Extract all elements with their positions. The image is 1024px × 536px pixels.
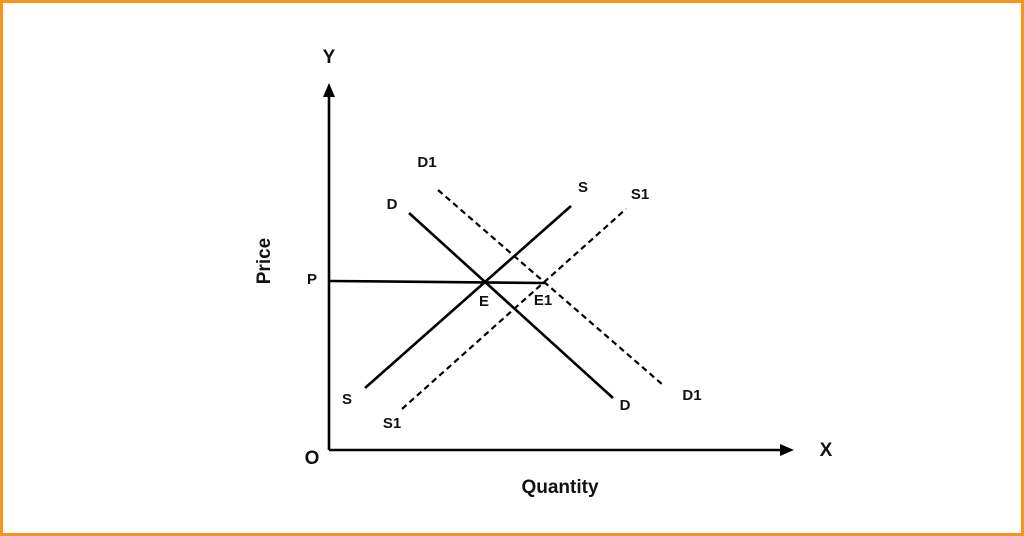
origin-label: O	[305, 448, 320, 469]
x-axis-letter: X	[820, 440, 833, 461]
curve-label: D1	[417, 154, 436, 171]
y-axis-letter: Y	[323, 47, 336, 68]
demand-curve	[408, 212, 614, 399]
y-arrow	[323, 83, 335, 97]
curve-label: S1	[383, 415, 401, 432]
curve-label: S	[342, 391, 352, 408]
equilibrium-label: E1	[534, 292, 552, 309]
curve-label: S1	[631, 186, 649, 203]
supply-curve-shifted	[401, 208, 627, 410]
curve-label: D1	[682, 387, 701, 404]
curve-label: D	[387, 196, 398, 213]
y-axis-title: Price	[254, 238, 275, 284]
x-axis-title: Quantity	[521, 477, 598, 498]
supply-curve	[364, 205, 572, 389]
price-label: P	[307, 271, 317, 288]
curve-label: D	[620, 397, 631, 414]
curve-label: S	[578, 179, 588, 196]
equilibrium-label: E	[479, 293, 489, 310]
x-arrow	[780, 444, 794, 456]
price-line	[329, 279, 546, 285]
